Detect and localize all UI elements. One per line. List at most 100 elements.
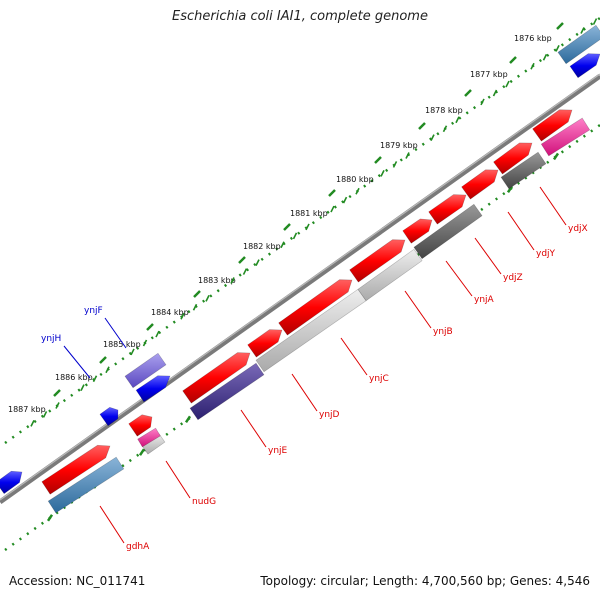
- ruler-minor-tick: [155, 330, 160, 338]
- forward-gene-arrow: [428, 194, 467, 225]
- reverse-gene-gray: [357, 248, 423, 302]
- ruler-minor-tick: [180, 312, 185, 320]
- ruler-minor-tick: [192, 303, 198, 311]
- gene-label-connector: [99, 505, 125, 544]
- ruler-minor-tick: [405, 152, 410, 159]
- ruler-minor-tick: [305, 223, 310, 231]
- forward-gene-arrow: [493, 142, 533, 175]
- reverse-gene-block: [124, 352, 167, 389]
- ruler-minor-tick: [330, 205, 335, 213]
- ruler-minor-tick: [430, 134, 435, 142]
- ruler-tick-mark: [238, 256, 246, 264]
- ruler-tick-mark: [509, 56, 517, 64]
- ruler-tick-label: 1881 kbp: [290, 209, 328, 218]
- ruler-minor-tick: [42, 411, 48, 418]
- gene-label-connector: [507, 211, 535, 251]
- gene-label-connector: [474, 237, 502, 275]
- forward-gene-arrow: [278, 279, 353, 336]
- ruler-minor-tick: [555, 44, 560, 52]
- forward-gene-arrow: [182, 352, 251, 404]
- ruler-tick-label: 1882 kbp: [243, 242, 281, 251]
- ruler-minor-tick: [580, 27, 585, 34]
- ruler-tick-mark: [464, 89, 472, 97]
- ruler-tick-label: 1876 kbp: [514, 34, 552, 43]
- gene-label-connector: [104, 317, 127, 349]
- ruler-minor-tick: [280, 241, 285, 249]
- reverse-gene-block: [47, 456, 125, 514]
- ruler-tick-label: 1884 kbp: [151, 308, 189, 317]
- forward-gene-arrow: [349, 239, 406, 283]
- ruler-tick-mark: [146, 323, 154, 331]
- ruler-minor-tick: [80, 384, 85, 392]
- gene-label-ynjB: ynjB: [433, 327, 453, 337]
- pink-gene-block: [540, 117, 591, 157]
- ruler-minor-tick: [92, 375, 98, 383]
- ruler-minor-tick: [230, 277, 235, 284]
- ruler-minor-tick: [480, 98, 485, 106]
- ruler-tick-label: 1883 kbp: [198, 276, 236, 285]
- ruler-minor-tick: [492, 89, 498, 97]
- ruler-minor-tick: [242, 268, 248, 275]
- forward-gene-arrow: [532, 109, 573, 142]
- gene-label-ynjH: ynjH: [41, 334, 61, 344]
- ruler-tick-mark: [374, 156, 382, 164]
- ruler-minor-tick: [105, 366, 110, 374]
- backbone-line: [0, 73, 600, 505]
- reverse-gene-block: [189, 362, 265, 421]
- forward-gene-arrow-blue: [99, 406, 119, 427]
- ruler-tick-mark: [283, 223, 291, 231]
- forward-gene-arrow-blue: [569, 53, 600, 79]
- gene-label-ynjA: ynjA: [474, 295, 495, 305]
- gene-label-connector: [445, 260, 473, 297]
- gene-label-connector: [240, 409, 267, 448]
- gene-label-ynjF: ynjF: [84, 306, 103, 316]
- ruler-tick-label: 1880 kbp: [336, 175, 374, 184]
- ruler-tick-mark: [99, 356, 107, 364]
- forward-gene-arrow: [461, 169, 499, 200]
- ruler-tick-label: 1877 kbp: [470, 70, 508, 79]
- ruler-tick-label: 1885 kbp: [103, 340, 141, 349]
- ruler-tick-mark: [53, 389, 61, 397]
- ruler-minor-tick: [30, 419, 35, 427]
- forward-gene-arrow-blue: [135, 375, 171, 403]
- reverse-gene-gray-dark: [413, 203, 483, 260]
- inner-tick-mark: [138, 448, 146, 456]
- gene-label-connector: [539, 186, 567, 226]
- ruler-minor-tick: [530, 62, 535, 70]
- inner-tick-mark: [184, 415, 192, 423]
- ruler-tick-label: 1878 kbp: [425, 106, 463, 115]
- ruler-tick-label: 1879 kbp: [380, 141, 418, 150]
- ruler-tick-mark: [556, 22, 564, 30]
- inner-tick-mark: [506, 185, 514, 193]
- gene-label-ydjZ: ydjZ: [503, 273, 523, 283]
- inner-tick-mark: [46, 514, 54, 522]
- pink-gene-block: [137, 427, 161, 448]
- ruler-minor-tick: [392, 161, 398, 168]
- gene-label-ydjX: ydjX: [568, 224, 588, 234]
- forward-gene-arrow: [41, 444, 111, 495]
- gene-label-connector: [291, 373, 318, 412]
- gene-label-connector: [404, 290, 432, 329]
- ruler-minor-tick: [355, 187, 360, 195]
- gene-label-ynjC: ynjC: [369, 374, 389, 384]
- ruler-minor-tick: [380, 169, 385, 177]
- accession-text: Accession: NC_011741: [9, 574, 146, 588]
- ruler-minor-tick: [442, 125, 448, 133]
- ruler-minor-tick: [292, 232, 298, 240]
- forward-gene-arrow: [128, 414, 153, 437]
- reverse-gene-gray-dark: [500, 151, 547, 190]
- ruler-minor-tick: [592, 18, 598, 25]
- ruler-minor-tick: [505, 80, 510, 88]
- reverse-gene-block: [557, 24, 600, 65]
- gene-label-connector: [340, 337, 368, 376]
- forward-gene-arrow-blue: [0, 470, 23, 495]
- ruler-minor-tick: [255, 259, 260, 267]
- forward-gene-arrow: [247, 329, 283, 358]
- ruler-minor-tick: [130, 348, 135, 356]
- ruler: 1876 kbp 1877 kbp 1878 kbp 1879 kbp 1880 kbp…: [4, 16, 600, 445]
- gene-label-connector: [63, 345, 91, 379]
- ruler-minor-tick: [542, 53, 548, 61]
- ruler-tick-label: 1886 kbp: [55, 373, 93, 382]
